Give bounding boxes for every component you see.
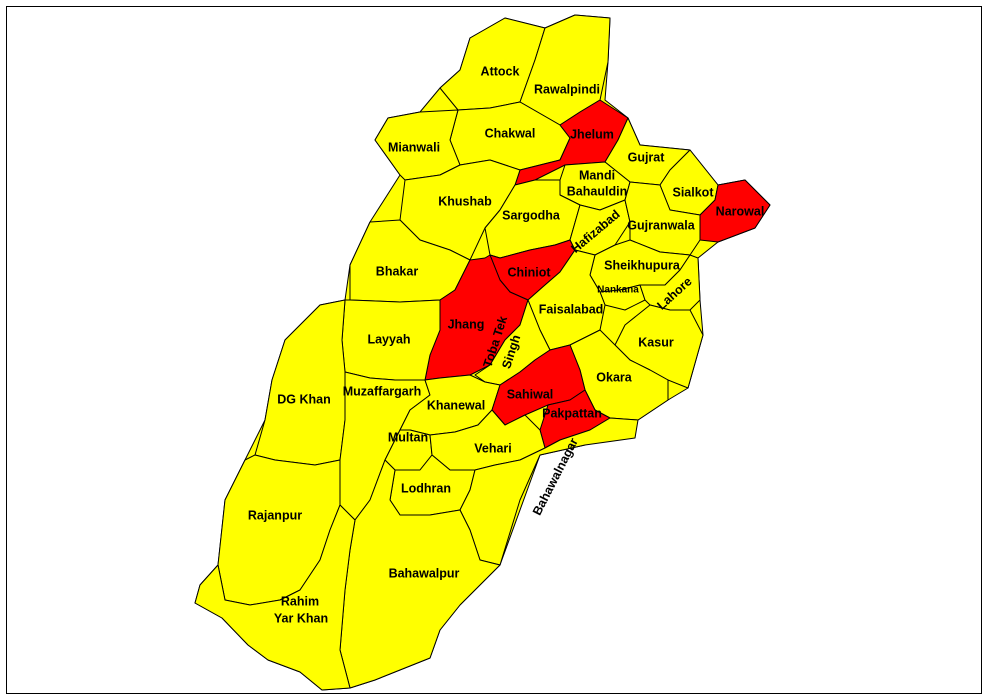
label-attock: Attock [481, 64, 520, 78]
label-rahimyarkhan-line2: Yar Khan [274, 611, 328, 625]
label-faisalabad: Faisalabad [539, 302, 604, 316]
label-multan: Multan [388, 430, 428, 444]
label-jhang: Jhang [448, 317, 485, 331]
label-khushab: Khushab [438, 194, 492, 208]
label-bahawalpur: Bahawalpur [389, 566, 460, 580]
label-sargodha: Sargodha [502, 208, 561, 222]
district-rahimyarkhan [194, 504, 356, 691]
label-rahimyarkhan-line1: Rahim [281, 594, 319, 608]
label-mandi-line2: Bahauldin [567, 184, 627, 198]
label-dgkhan: DG Khan [277, 392, 330, 406]
label-layyah: Layyah [367, 332, 410, 346]
district-dgkhan [254, 299, 346, 466]
label-bhakar: Bhakar [376, 264, 419, 278]
label-jhelum: Jhelum [570, 127, 614, 141]
label-sahiwal: Sahiwal [507, 387, 554, 401]
label-mandi-line1: Mandi [579, 168, 615, 182]
label-khanewal: Khanewal [427, 398, 485, 412]
label-vehari: Vehari [474, 441, 512, 455]
label-gujrat: Gujrat [628, 150, 666, 164]
label-gujranwala: Gujranwala [627, 218, 695, 232]
label-kasur: Kasur [638, 335, 674, 349]
label-chakwal: Chakwal [485, 126, 536, 140]
label-narowal: Narowal [716, 204, 765, 218]
district-gujranwala [624, 181, 701, 256]
label-muzaffargarh: Muzaffargarh [343, 384, 421, 398]
label-rawalpindi: Rawalpindi [534, 82, 600, 96]
label-sialkot: Sialkot [673, 185, 715, 199]
label-chiniot: Chiniot [507, 265, 551, 279]
label-nankana: Nankana [597, 285, 639, 296]
district-narowal [699, 179, 771, 243]
label-okara: Okara [596, 370, 632, 384]
label-mianwali: Mianwali [388, 140, 440, 154]
label-lodhran: Lodhran [401, 481, 451, 495]
label-pakpattan: Pakpattan [542, 406, 602, 420]
label-rajanpur: Rajanpur [248, 508, 302, 522]
label-sheikhupura: Sheikhupura [604, 258, 681, 272]
